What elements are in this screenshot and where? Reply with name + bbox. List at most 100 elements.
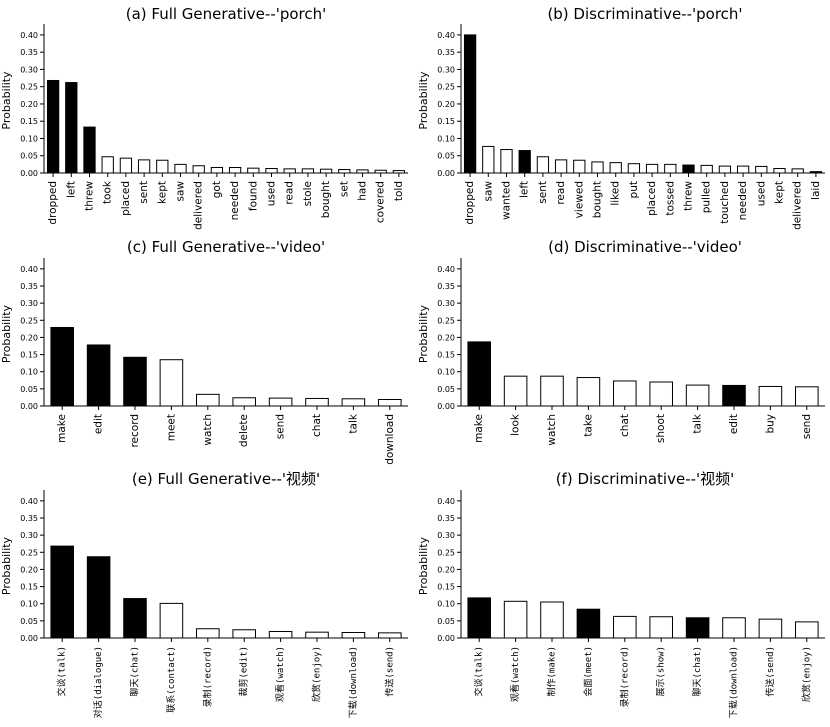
x-tick-label: placed (646, 181, 658, 216)
panel-c: (c) Full Generative--'video' Probability m… (0, 238, 408, 465)
x-tick-label: 观看(watch) (509, 646, 521, 702)
y-tick-label: 0.25 (20, 548, 38, 557)
panel-title: (e) Full Generative--'视频' (132, 470, 320, 488)
bar (83, 126, 96, 174)
x-tick-label: dropped (464, 181, 476, 225)
bar (378, 398, 402, 407)
bar (196, 393, 220, 407)
x-tick-label: 下载(download) (728, 646, 740, 718)
bar (536, 156, 550, 174)
x-tick-label: 传送(send) (764, 646, 776, 697)
x-tick-label: covered (375, 181, 387, 223)
y-tick-label: 0.05 (437, 617, 455, 626)
x-tick-label: send (275, 414, 287, 439)
y-tick-label: 0.30 (20, 65, 38, 74)
bar (159, 602, 184, 639)
y-tick-label: 0.20 (437, 333, 455, 342)
x-tick-label: delivered (193, 181, 205, 230)
panel-title: (a) Full Generative--'porch' (126, 5, 327, 23)
bar (159, 359, 184, 407)
bar (228, 166, 242, 174)
x-tick-label: chat (619, 414, 631, 437)
x-tick-label: 交谈(talk) (56, 646, 68, 697)
y-tick-label: 0.10 (20, 134, 38, 143)
x-tick-label: wanted (501, 181, 513, 220)
x-tick-label: used (266, 181, 278, 206)
x-tick-label: got (211, 181, 223, 198)
x-tick-label: look (510, 413, 522, 436)
x-tick-label: send (801, 414, 813, 439)
x-tick-label: 观看(watch) (274, 646, 286, 702)
bar (795, 386, 819, 407)
y-tick-label: 0.40 (437, 31, 455, 40)
bar (341, 632, 366, 639)
y-tick-label: 0.15 (437, 351, 455, 360)
y-tick-label: 0.35 (437, 48, 455, 57)
x-tick-label: threw (683, 181, 695, 211)
bar (576, 608, 601, 639)
y-tick-label: 0.40 (437, 265, 455, 274)
bar (174, 163, 187, 174)
y-tick-label: 0.00 (20, 169, 38, 178)
x-tick-label: dropped (47, 181, 59, 225)
y-tick-label: 0.05 (437, 152, 455, 161)
y-tick-label: 0.00 (437, 634, 455, 643)
x-tick-label: told (393, 181, 405, 201)
bar (305, 631, 329, 639)
bar (50, 545, 74, 639)
y-tick-label: 0.15 (20, 351, 38, 360)
bar (609, 162, 622, 174)
x-tick-label: take (582, 414, 594, 437)
bar (682, 164, 695, 174)
x-tick-label: 录制(record) (618, 646, 630, 707)
panel-b: (b) Discriminative--'porch' Probability dr… (417, 5, 825, 230)
bar (305, 397, 329, 407)
bar (232, 397, 256, 407)
x-tick-label: 裁剪(edit) (238, 646, 250, 697)
x-tick-label: buy (764, 414, 776, 434)
x-tick-label: delivered (792, 181, 804, 230)
bar (576, 377, 601, 407)
x-tick-label: shoot (655, 414, 667, 443)
bar (554, 159, 568, 174)
x-tick-label: had (357, 181, 369, 201)
x-tick-label: 会面(meet) (582, 646, 594, 697)
bar (123, 356, 147, 407)
bar (123, 598, 147, 639)
bar (591, 161, 604, 174)
y-tick-label: 0.30 (437, 65, 455, 74)
x-tick-label: 制作(make) (546, 646, 558, 697)
x-tick-label: threw (84, 181, 96, 211)
x-tick-label: 欣赏(enjoy) (311, 646, 323, 702)
y-tick-label: 0.10 (437, 134, 455, 143)
bar (137, 159, 151, 174)
x-tick-label: stole (302, 181, 314, 206)
bar (773, 168, 786, 174)
x-tick-label: edit (93, 414, 105, 434)
x-tick-label: touched (719, 181, 731, 224)
panel-d: (d) Discriminative--'video' Probability ma… (417, 238, 825, 446)
x-tick-label: make (56, 414, 68, 443)
bar (685, 384, 710, 407)
y-tick-label: 0.35 (20, 514, 38, 523)
y-tick-label: 0.40 (20, 497, 38, 506)
x-tick-label: kept (774, 181, 786, 204)
bar (378, 632, 402, 639)
panel-title: (d) Discriminative--'video' (548, 238, 742, 256)
bar (503, 600, 528, 639)
x-tick-label: took (102, 180, 114, 204)
y-axis-label: Probability (0, 536, 13, 595)
y-axis-label: Probability (417, 536, 430, 595)
bar (758, 385, 783, 407)
bar (685, 617, 710, 639)
x-tick-label: chat (311, 414, 323, 437)
bar (645, 163, 659, 174)
x-tick-label: 联系(contact) (166, 646, 177, 713)
bar (338, 169, 351, 174)
bar (463, 34, 477, 174)
x-tick-label: kept (156, 181, 168, 204)
x-tick-label: record (129, 414, 141, 448)
x-tick-label: liked (610, 181, 622, 206)
y-tick-label: 0.40 (20, 265, 38, 274)
y-tick-label: 0.35 (437, 514, 455, 523)
